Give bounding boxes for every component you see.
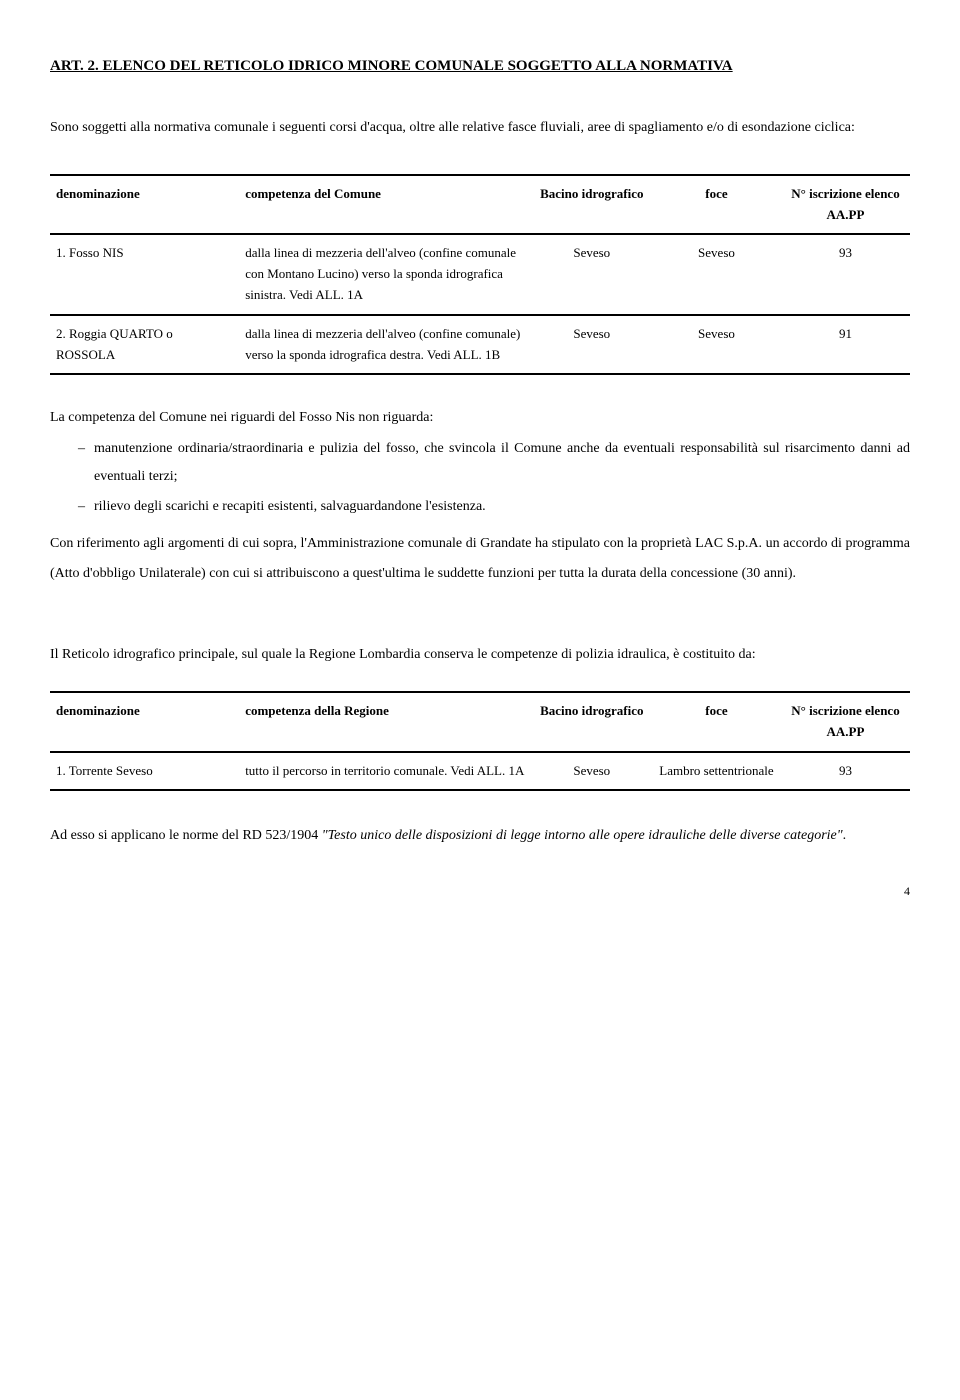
table-comune: denominazione competenza del Comune Baci… [50, 174, 910, 376]
cell-iscr: 93 [781, 234, 910, 314]
page-number: 4 [50, 882, 910, 901]
cell-bacino: Seveso [532, 752, 652, 791]
cell-foce: Seveso [652, 315, 781, 375]
th-denominazione: denominazione [50, 175, 239, 235]
section2-intro: Il Reticolo idrografico principale, sul … [50, 640, 910, 671]
list-item: manutenzione ordinaria/straordinaria e p… [78, 435, 910, 491]
th-foce: foce [652, 175, 781, 235]
table-row: 1. Fosso NIS dalla linea di mezzeria del… [50, 234, 910, 314]
th-competenza: competenza del Comune [239, 175, 531, 235]
closing-prefix: Ad esso si applicano le norme del RD 523… [50, 828, 322, 843]
table-header-row: denominazione competenza del Comune Baci… [50, 175, 910, 235]
article-heading: ART. 2. ELENCO DEL RETICOLO IDRICO MINOR… [50, 50, 910, 83]
section1-paragraph: Con riferimento agli argomenti di cui so… [50, 529, 910, 591]
table-row: 1. Torrente Seveso tutto il percorso in … [50, 752, 910, 791]
bullet-list: manutenzione ordinaria/straordinaria e p… [50, 435, 910, 521]
cell-denom: 2. Roggia QUARTO o ROSSOLA [50, 315, 239, 375]
table-header-row: denominazione competenza della Regione B… [50, 692, 910, 752]
cell-iscr: 93 [781, 752, 910, 791]
th-competenza: competenza della Regione [239, 692, 531, 752]
cell-denom: 1. Fosso NIS [50, 234, 239, 314]
th-iscrizione: N° iscrizione elenco AA.PP [781, 692, 910, 752]
competenza-subhead: La competenza del Comune nei riguardi de… [50, 405, 910, 430]
cell-denom: 1. Torrente Seveso [50, 752, 239, 791]
cell-foce: Lambro settentrionale [652, 752, 781, 791]
th-denominazione: denominazione [50, 692, 239, 752]
cell-comp: dalla linea di mezzeria dell'alveo (conf… [239, 234, 531, 314]
cell-comp: tutto il percorso in territorio comunale… [239, 752, 531, 791]
th-iscrizione: N° iscrizione elenco AA.PP [781, 175, 910, 235]
th-bacino: Bacino idrografico [532, 175, 652, 235]
table-row: 2. Roggia QUARTO o ROSSOLA dalla linea d… [50, 315, 910, 375]
th-foce: foce [652, 692, 781, 752]
intro-paragraph: Sono soggetti alla normativa comunale i … [50, 113, 910, 144]
list-item: rilievo degli scarichi e recapiti esiste… [78, 493, 910, 521]
cell-foce: Seveso [652, 234, 781, 314]
th-bacino: Bacino idrografico [532, 692, 652, 752]
closing-suffix: . [843, 828, 847, 843]
closing-paragraph: Ad esso si applicano le norme del RD 523… [50, 821, 910, 852]
cell-bacino: Seveso [532, 315, 652, 375]
cell-comp: dalla linea di mezzeria dell'alveo (conf… [239, 315, 531, 375]
closing-citation: "Testo unico delle disposizioni di legge… [322, 828, 843, 843]
cell-bacino: Seveso [532, 234, 652, 314]
table-regione: denominazione competenza della Regione B… [50, 691, 910, 791]
cell-iscr: 91 [781, 315, 910, 375]
